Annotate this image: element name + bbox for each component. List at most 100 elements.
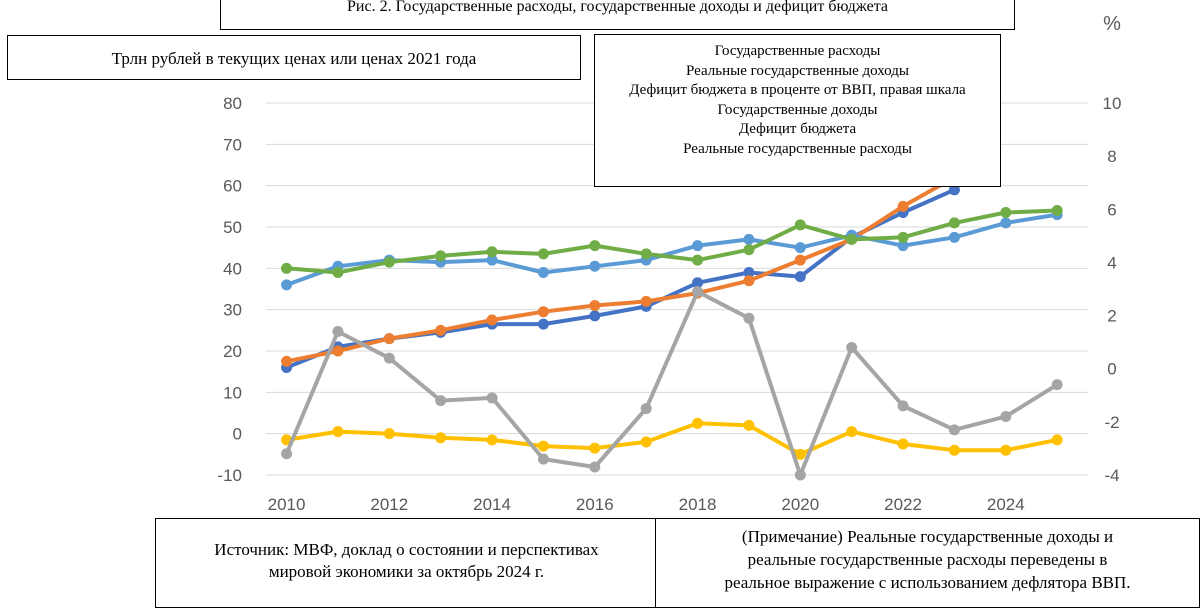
note-line: реальные государственные расходы перевед… bbox=[747, 550, 1108, 569]
y-tick-label-right: 10 bbox=[1103, 94, 1122, 113]
legend-item: Дефицит бюджета в проценте от ВВП, права… bbox=[629, 82, 966, 98]
data-point bbox=[1051, 204, 1063, 216]
footnote: (Примечание) Реальные государственные до… bbox=[655, 518, 1200, 608]
data-point bbox=[897, 231, 909, 243]
series bbox=[281, 204, 1063, 278]
x-tick-label: 2014 bbox=[473, 495, 511, 514]
data-point bbox=[486, 434, 498, 446]
data-point bbox=[589, 260, 601, 272]
data-point bbox=[589, 240, 601, 252]
data-point bbox=[846, 341, 858, 353]
legend-item: Реальные государственные доходы bbox=[686, 62, 909, 79]
y-tick-label-right: -2 bbox=[1104, 413, 1119, 432]
source-note: Источник: МВФ, доклад о состоянии и перс… bbox=[155, 518, 658, 608]
data-point bbox=[537, 266, 549, 278]
data-point bbox=[743, 312, 755, 324]
series-lines bbox=[281, 171, 1063, 481]
y-tick-label-right: -4 bbox=[1104, 466, 1119, 485]
data-point bbox=[743, 275, 755, 287]
x-tick-label: 2012 bbox=[370, 495, 408, 514]
data-point bbox=[743, 419, 755, 431]
series bbox=[281, 184, 960, 374]
data-point bbox=[486, 392, 498, 404]
data-point bbox=[332, 426, 344, 438]
data-point bbox=[589, 461, 601, 473]
data-point bbox=[948, 184, 960, 196]
y-tick-label-left: 80 bbox=[223, 94, 242, 113]
data-point bbox=[383, 352, 395, 364]
data-point bbox=[743, 233, 755, 245]
legend-item: Реальные государственные расходы bbox=[683, 140, 912, 157]
data-point bbox=[537, 318, 549, 330]
x-tick-label: 2018 bbox=[679, 495, 717, 514]
y-tick-label-left: 20 bbox=[223, 342, 242, 361]
units-label: Трлн рублей в текущих ценах или ценах 20… bbox=[7, 35, 581, 80]
data-point bbox=[332, 326, 344, 338]
data-point bbox=[640, 248, 652, 260]
x-tick-label: 2016 bbox=[576, 495, 614, 514]
data-point bbox=[948, 217, 960, 229]
data-point bbox=[743, 244, 755, 256]
y-tick-label-right: 4 bbox=[1107, 253, 1116, 272]
data-point bbox=[486, 246, 498, 258]
chart-title: Рис. 2. Государственные расходы, государ… bbox=[220, 0, 1015, 30]
data-point bbox=[332, 266, 344, 278]
data-point bbox=[589, 300, 601, 312]
y-tick-label-right: 8 bbox=[1107, 147, 1116, 166]
data-point bbox=[1000, 444, 1012, 456]
data-point bbox=[589, 310, 601, 322]
data-point bbox=[435, 432, 447, 444]
data-point bbox=[332, 345, 344, 357]
data-point bbox=[692, 286, 704, 298]
data-point bbox=[692, 240, 704, 252]
source-line: мировой экономики за октябрь 2024 г. bbox=[268, 562, 545, 581]
series-line bbox=[284, 212, 1060, 287]
data-point bbox=[897, 438, 909, 450]
y-tick-label-left: 50 bbox=[223, 218, 242, 237]
data-point bbox=[897, 200, 909, 212]
data-point bbox=[948, 444, 960, 456]
data-point bbox=[1000, 207, 1012, 219]
data-point bbox=[794, 254, 806, 266]
data-point bbox=[846, 233, 858, 245]
series bbox=[281, 209, 1063, 291]
data-point bbox=[1000, 411, 1012, 423]
data-point bbox=[640, 403, 652, 415]
y-tick-label-left: 10 bbox=[223, 383, 242, 402]
data-point bbox=[794, 219, 806, 231]
data-point bbox=[948, 424, 960, 436]
data-point bbox=[383, 256, 395, 268]
data-point bbox=[281, 262, 293, 274]
series bbox=[281, 417, 1063, 460]
data-point bbox=[1051, 434, 1063, 446]
data-point bbox=[537, 440, 549, 452]
x-axis: 2010 2012 2014 2016 2018 2020 2022 2024 bbox=[268, 495, 1025, 514]
right-axis-percent-label: % bbox=[1103, 13, 1121, 35]
series-line bbox=[284, 289, 1060, 477]
data-point bbox=[486, 254, 498, 266]
data-point bbox=[281, 279, 293, 291]
data-point bbox=[435, 250, 447, 262]
data-point bbox=[794, 448, 806, 460]
note-line: реальное выражение с использованием дефл… bbox=[724, 573, 1131, 592]
x-tick-label: 2020 bbox=[781, 495, 819, 514]
data-point bbox=[486, 314, 498, 326]
data-point bbox=[692, 254, 704, 266]
y-tick-label-left: -10 bbox=[217, 466, 242, 485]
y-tick-label-left: 0 bbox=[233, 425, 242, 444]
legend-item: Дефицит бюджета bbox=[738, 121, 857, 137]
y-tick-label-right: 0 bbox=[1107, 360, 1116, 379]
y-tick-label-left: 70 bbox=[223, 135, 242, 154]
data-point bbox=[1000, 217, 1012, 229]
y-tick-label-left: 30 bbox=[223, 301, 242, 320]
data-point bbox=[743, 266, 755, 278]
data-point bbox=[383, 428, 395, 440]
data-point bbox=[281, 448, 293, 460]
legend-item: Государственные расходы bbox=[714, 43, 881, 59]
data-point bbox=[383, 333, 395, 345]
series-line bbox=[284, 175, 957, 364]
y-tick-label-right: 6 bbox=[1107, 200, 1116, 219]
data-point bbox=[640, 436, 652, 448]
x-tick-label: 2024 bbox=[987, 495, 1025, 514]
